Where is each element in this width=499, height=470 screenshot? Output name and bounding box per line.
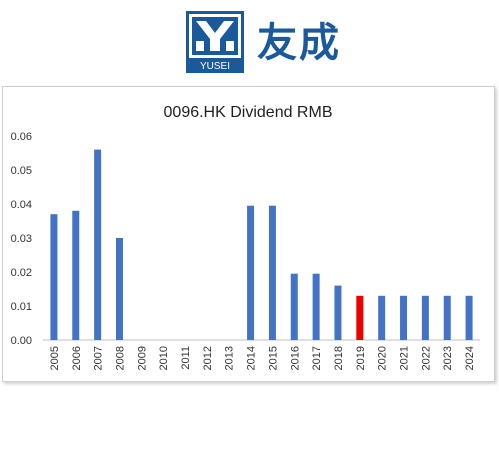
x-tick-label: 2016 — [289, 346, 301, 370]
yusei-logo-icon: YUSEI — [186, 11, 244, 73]
chart-title: 0096.HK Dividend RMB — [164, 104, 333, 121]
x-tick-label: 2019 — [355, 346, 367, 370]
x-tick-label: 2005 — [49, 346, 61, 370]
logo: YUSEI 友成 — [186, 11, 351, 73]
bar-2006 — [72, 210, 80, 340]
bar-2022 — [421, 295, 429, 340]
bar-2005 — [50, 214, 58, 340]
bar-2023 — [443, 295, 451, 340]
x-tick-label: 2007 — [93, 346, 105, 370]
x-tick-label: 2024 — [464, 346, 476, 370]
x-tick-label: 2009 — [136, 346, 148, 370]
y-tick-label: 0.00 — [11, 335, 32, 347]
bar-2017 — [312, 273, 320, 340]
y-tick-label: 0.05 — [11, 165, 32, 177]
bar-2018 — [334, 285, 342, 340]
y-tick-label: 0.03 — [11, 233, 32, 245]
bar-2008 — [115, 238, 123, 340]
x-tick-label: 2015 — [267, 346, 279, 370]
x-tick-label: 2014 — [246, 346, 258, 370]
bar-2019 — [356, 295, 364, 340]
x-tick-label: 2018 — [333, 346, 345, 370]
x-tick-label: 2021 — [399, 346, 411, 370]
bar-2016 — [290, 273, 298, 340]
x-tick-label: 2022 — [420, 346, 432, 370]
chart-bars — [50, 149, 473, 340]
x-tick-label: 2011 — [180, 346, 192, 370]
y-tick-label: 0.04 — [11, 199, 32, 211]
bar-2007 — [94, 149, 102, 340]
bar-2014 — [247, 205, 255, 340]
bar-2021 — [400, 295, 408, 340]
x-tick-label: 2008 — [114, 346, 126, 370]
y-tick-label: 0.02 — [11, 267, 32, 279]
x-tick-label: 2010 — [158, 346, 170, 370]
y-tick-label: 0.01 — [11, 301, 32, 313]
x-tick-label: 2017 — [311, 346, 323, 370]
x-tick-label: 2013 — [224, 346, 236, 370]
x-tick-label: 2012 — [202, 346, 214, 370]
y-tick-label: 0.06 — [11, 131, 32, 143]
dividend-bar-chart: 0096.HK Dividend RMB 0.000.010.020.030.0… — [11, 104, 480, 370]
chart-axes: 0.00 0.01 0.02 0.03 0.04 0.05 0.06 2005 2006 2007… — [11, 131, 480, 370]
logo-cn-text: 友成 — [257, 20, 341, 66]
bar-2024 — [465, 295, 473, 340]
chart-panel: 0096.HK Dividend RMB 0.00 0.01 0.02 0.03 0.0… — [2, 86, 495, 382]
x-tick-label: 2020 — [377, 346, 389, 370]
bar-2015 — [268, 205, 276, 340]
x-tick-label: 2006 — [71, 346, 83, 370]
bar-2020 — [378, 295, 386, 340]
logo-en-text: YUSEI — [200, 61, 230, 72]
x-tick-label: 2023 — [442, 346, 454, 370]
